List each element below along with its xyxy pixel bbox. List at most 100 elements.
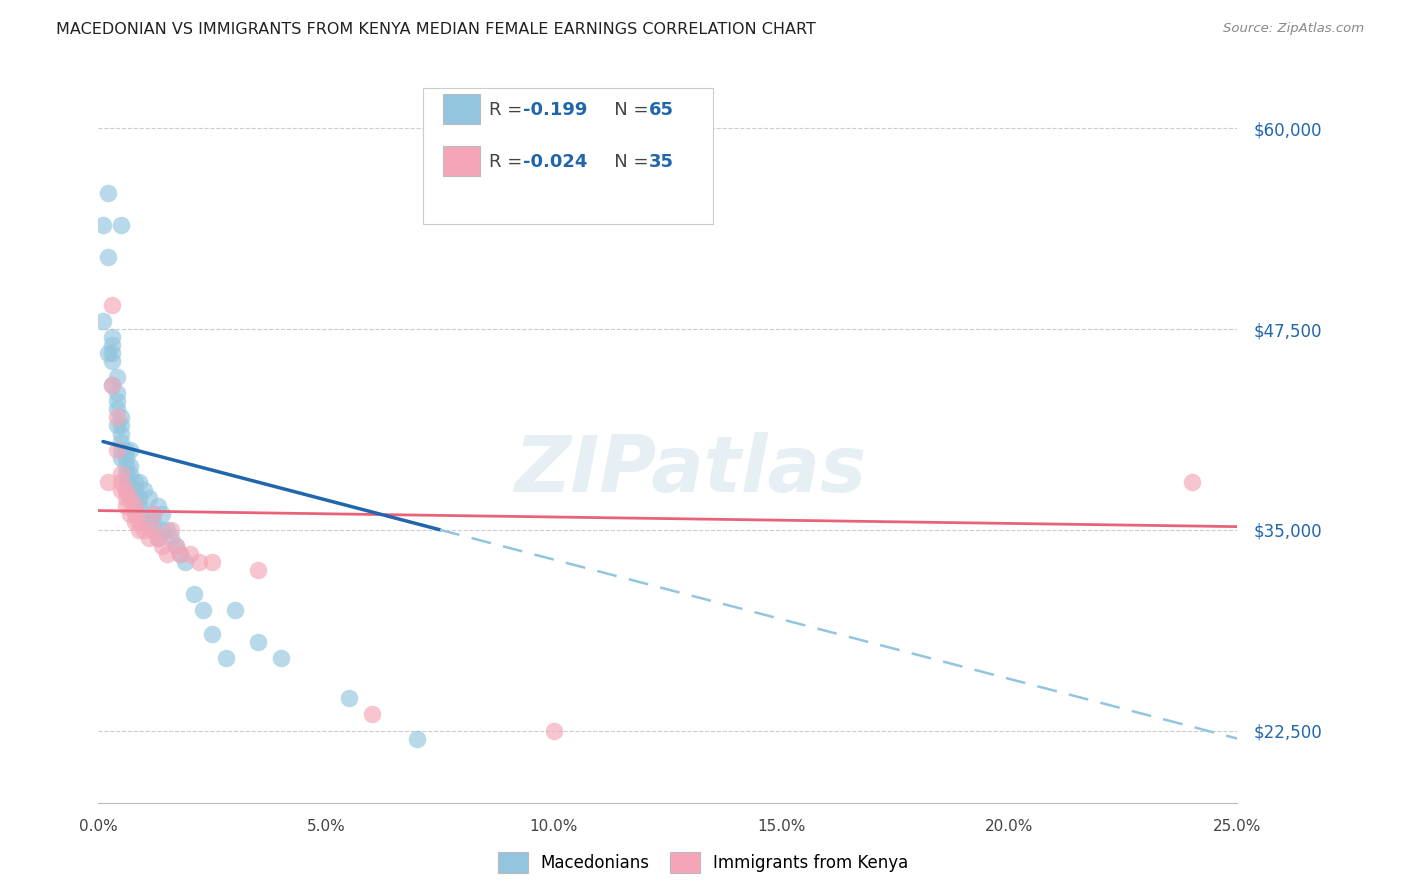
Point bbox=[138, 531, 160, 545]
Point bbox=[156, 523, 179, 537]
Point bbox=[146, 531, 169, 545]
Point bbox=[150, 523, 173, 537]
Point bbox=[110, 467, 132, 481]
Point bbox=[543, 723, 565, 738]
Point bbox=[120, 458, 142, 473]
Point bbox=[114, 475, 136, 489]
Point bbox=[96, 186, 118, 200]
Point bbox=[165, 539, 187, 553]
Point bbox=[142, 515, 165, 529]
Point bbox=[169, 547, 191, 561]
Point bbox=[120, 491, 142, 505]
Point bbox=[128, 499, 150, 513]
Text: 65: 65 bbox=[648, 101, 673, 119]
Text: ZIPatlas: ZIPatlas bbox=[515, 433, 866, 508]
Point bbox=[114, 467, 136, 481]
Point bbox=[138, 515, 160, 529]
Point bbox=[105, 370, 128, 384]
Point bbox=[101, 346, 124, 360]
Point bbox=[201, 627, 224, 641]
Point bbox=[114, 483, 136, 497]
Point bbox=[114, 442, 136, 457]
Point bbox=[101, 378, 124, 392]
FancyBboxPatch shape bbox=[443, 94, 479, 124]
Point bbox=[105, 394, 128, 409]
Point bbox=[96, 346, 118, 360]
Point bbox=[120, 483, 142, 497]
Point bbox=[1181, 475, 1204, 489]
Point bbox=[110, 418, 132, 433]
Point bbox=[110, 475, 132, 489]
FancyBboxPatch shape bbox=[443, 146, 479, 177]
Point bbox=[114, 450, 136, 465]
Text: R =: R = bbox=[489, 101, 529, 119]
Point bbox=[124, 499, 146, 513]
Point bbox=[124, 491, 146, 505]
Point bbox=[183, 587, 205, 601]
Point bbox=[110, 442, 132, 457]
Point bbox=[270, 651, 292, 665]
Point bbox=[114, 499, 136, 513]
Point bbox=[120, 475, 142, 489]
Point bbox=[120, 507, 142, 521]
Point bbox=[124, 483, 146, 497]
Point bbox=[101, 354, 124, 368]
Point bbox=[179, 547, 201, 561]
Point bbox=[124, 499, 146, 513]
Point bbox=[193, 603, 215, 617]
Point bbox=[114, 458, 136, 473]
Text: MACEDONIAN VS IMMIGRANTS FROM KENYA MEDIAN FEMALE EARNINGS CORRELATION CHART: MACEDONIAN VS IMMIGRANTS FROM KENYA MEDI… bbox=[56, 22, 815, 37]
Text: Source: ZipAtlas.com: Source: ZipAtlas.com bbox=[1223, 22, 1364, 36]
Text: 35: 35 bbox=[648, 153, 673, 171]
Text: N =: N = bbox=[598, 101, 654, 119]
Point bbox=[128, 523, 150, 537]
Point bbox=[101, 298, 124, 312]
Point bbox=[91, 314, 114, 328]
Point bbox=[120, 491, 142, 505]
Point bbox=[337, 691, 360, 706]
Legend: Macedonians, Immigrants from Kenya: Macedonians, Immigrants from Kenya bbox=[491, 846, 915, 880]
Point bbox=[165, 539, 187, 553]
Point bbox=[128, 515, 150, 529]
Point bbox=[105, 410, 128, 425]
Point bbox=[150, 539, 173, 553]
Point bbox=[110, 434, 132, 449]
Point bbox=[110, 426, 132, 441]
Point bbox=[132, 523, 155, 537]
Point bbox=[91, 218, 114, 232]
Point bbox=[224, 603, 246, 617]
Point bbox=[201, 555, 224, 569]
Point bbox=[105, 442, 128, 457]
Point bbox=[110, 410, 132, 425]
Point bbox=[114, 491, 136, 505]
Point bbox=[124, 507, 146, 521]
Point bbox=[360, 707, 382, 722]
Point bbox=[150, 507, 173, 521]
Point bbox=[105, 418, 128, 433]
Point bbox=[146, 499, 169, 513]
Point bbox=[105, 402, 128, 417]
Point bbox=[146, 531, 169, 545]
Point bbox=[105, 386, 128, 401]
Point bbox=[132, 483, 155, 497]
Point bbox=[174, 555, 197, 569]
Point bbox=[138, 491, 160, 505]
Point bbox=[110, 218, 132, 232]
Point bbox=[120, 467, 142, 481]
Point bbox=[132, 507, 155, 521]
Point bbox=[406, 731, 429, 746]
Text: -0.024: -0.024 bbox=[523, 153, 588, 171]
Point bbox=[124, 515, 146, 529]
Point bbox=[142, 507, 165, 521]
Point bbox=[160, 523, 183, 537]
Point bbox=[96, 250, 118, 264]
Point bbox=[110, 450, 132, 465]
Point bbox=[160, 531, 183, 545]
FancyBboxPatch shape bbox=[423, 87, 713, 224]
Point bbox=[156, 547, 179, 561]
Point bbox=[142, 523, 165, 537]
Point bbox=[128, 491, 150, 505]
Point bbox=[114, 483, 136, 497]
Text: R =: R = bbox=[489, 153, 529, 171]
Point bbox=[142, 507, 165, 521]
